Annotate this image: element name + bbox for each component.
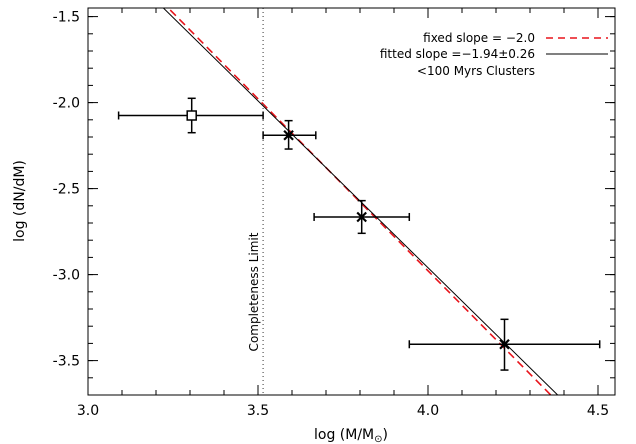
legend: fixed slope = −2.0 fitted slope =−1.94±0… bbox=[380, 31, 608, 78]
legend-label-fitted-slope: fitted slope =−1.94±0.26 bbox=[380, 47, 535, 61]
y-tick-label: -3.0 bbox=[53, 268, 80, 284]
x-tick-label: 4.0 bbox=[417, 403, 439, 419]
plot-frame bbox=[87, 7, 616, 396]
completeness-limit-label: Completeness Limit bbox=[247, 232, 261, 351]
y-axis-label: log (dN/dM) bbox=[12, 160, 28, 242]
data-point bbox=[117, 97, 264, 134]
data-point bbox=[313, 199, 411, 235]
x-tick-label: 4.5 bbox=[587, 403, 609, 419]
data-point bbox=[262, 119, 317, 150]
x-marker bbox=[499, 338, 510, 350]
y-tick-label: -1.5 bbox=[53, 10, 80, 26]
x-tick-label: 3.0 bbox=[77, 403, 99, 419]
fit-line-fixed-slope bbox=[167, 8, 552, 395]
x-axis-label: log (M/M⊙) bbox=[314, 427, 388, 444]
x-marker bbox=[356, 211, 367, 223]
data-point bbox=[408, 318, 601, 371]
y-tick-label: -2.0 bbox=[53, 96, 80, 112]
legend-label-clusters: <100 Myrs Clusters bbox=[417, 64, 535, 78]
y-tick-label: -2.5 bbox=[53, 182, 80, 198]
x-tick-label: 3.5 bbox=[247, 403, 269, 419]
y-tick-label: -3.5 bbox=[53, 354, 80, 370]
legend-label-fixed-slope: fixed slope = −2.0 bbox=[423, 31, 535, 45]
square-marker bbox=[186, 110, 197, 121]
x-marker bbox=[283, 130, 294, 141]
fit-line-fitted-slope bbox=[162, 8, 559, 395]
